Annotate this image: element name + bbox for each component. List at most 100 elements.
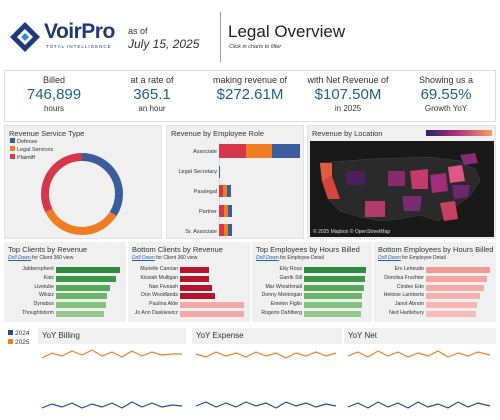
ranking-bar[interactable]	[426, 293, 481, 300]
legend-item-defense[interactable]: Defense	[10, 138, 53, 146]
kpi-label: Billed	[42, 75, 65, 85]
ranking-rows: Jabberspheré Katz Livetube Wikizz Dynabox Tho…	[4, 266, 126, 320]
ranking-rows: Murielle Cannan Kissiah Mulligan Nan Fivea…	[128, 266, 250, 320]
ranking-bar[interactable]	[180, 302, 244, 309]
drill-down-link-text[interactable]: Drill Down	[256, 255, 279, 261]
ranking-bar[interactable]	[180, 275, 210, 282]
donut-slice-plaintiff[interactable]	[41, 153, 123, 235]
ranking-name[interactable]: Heloise Lamberts	[383, 292, 424, 299]
ranking-name[interactable]: Livetube	[34, 283, 54, 290]
ranking-name[interactable]: Rogerio Dahlberg	[261, 310, 302, 316]
drill-down-link[interactable]: Drill Down for Employee Detail	[378, 255, 446, 261]
donut-slice-legal-services[interactable]	[41, 153, 123, 235]
legend-item-2025[interactable]: 2025	[8, 338, 29, 347]
page-subtitle: Click in charts to filter	[229, 44, 282, 50]
kpi-label: Showing us a	[418, 75, 474, 85]
ranking-bar[interactable]	[180, 311, 244, 317]
map-attribution[interactable]: © 2025 Mapbox © OpenStreetMap	[313, 228, 390, 235]
ranking-name[interactable]: Cindee Ede	[396, 283, 424, 290]
ranking-bar[interactable]	[180, 267, 209, 273]
ranking-name[interactable]: Dorolisa Fruchter	[384, 274, 424, 281]
ranking-bar[interactable]	[56, 302, 106, 309]
us-revenue-map[interactable]: © 2025 Mapbox © OpenStreetMap	[310, 141, 494, 237]
drill-down-link[interactable]: Drill Down for Client 360 view	[8, 255, 73, 261]
ranking-bar[interactable]	[180, 293, 216, 300]
yoy-net-lines[interactable]	[344, 344, 496, 416]
ranking-name[interactable]: Jabberspheré	[22, 266, 54, 272]
role-bar-partner[interactable]	[219, 205, 232, 217]
ranking-name[interactable]: Janot Abram	[394, 301, 424, 308]
ranking-name[interactable]: Katz	[43, 274, 54, 281]
drill-down-link-text[interactable]: Drill Down	[8, 255, 31, 261]
ranking-name[interactable]: Mar Wreathmall	[265, 283, 302, 290]
legend-item-plaintiff[interactable]: Plaintiff	[10, 154, 53, 162]
ranking-bar[interactable]	[56, 267, 120, 273]
ranking-name[interactable]: Paulina Alde	[149, 301, 178, 308]
ranking-name[interactable]: Murielle Cannan	[140, 266, 178, 272]
ranking-bar[interactable]	[426, 302, 478, 309]
ranking-bar[interactable]	[304, 284, 364, 291]
ranking-bar[interactable]	[304, 311, 362, 317]
drill-down-link[interactable]: Drill Down for Client 360 view	[132, 255, 197, 261]
panel-title: Revenue by Employee Role	[171, 129, 264, 138]
ranking-bar[interactable]	[304, 267, 366, 273]
ranking-name[interactable]: Emelen Figlin	[270, 301, 302, 308]
ranking-name[interactable]: Ned Hartlebury	[389, 310, 424, 316]
legend-item-legal-services[interactable]: Legal Services	[10, 146, 53, 154]
ranking-bar[interactable]	[56, 293, 108, 300]
legend-label: Defense	[17, 139, 38, 145]
ranking-name[interactable]: Wikizz	[39, 292, 54, 299]
top-clients-panel: Top Clients by Revenue Drill Down for Cl…	[4, 242, 126, 322]
role-bar-associate[interactable]	[219, 144, 300, 158]
service-donut-chart[interactable]	[37, 150, 127, 238]
ranking-name[interactable]: Nan Fiveash	[148, 283, 178, 290]
ranking-name[interactable]: Garrik Sill	[279, 274, 302, 281]
role-label-legal-secretary: Legal Secretary	[178, 169, 217, 175]
ranking-name[interactable]: Donny Meiningan	[261, 292, 302, 299]
kpi-sub: an hour	[138, 104, 166, 113]
yoy-expense-chart[interactable]: YoY Expense	[192, 326, 342, 418]
ranking-name[interactable]: Don Woodlands	[141, 292, 178, 299]
legend-item-2024[interactable]: 2024	[8, 329, 29, 338]
yoy-net-chart[interactable]: YoY Net	[344, 326, 496, 418]
as-of-label: as of	[128, 26, 148, 36]
role-bar-sr-associate[interactable]	[219, 224, 232, 236]
role-label-paralegal: Paralegal	[193, 189, 217, 195]
ranking-bar[interactable]	[426, 284, 484, 291]
legend-label: 2024	[15, 330, 30, 337]
ranking-name[interactable]: Etty Rous	[279, 266, 303, 272]
drill-down-link-text[interactable]: Drill Down	[378, 255, 401, 261]
ranking-bar[interactable]	[56, 284, 110, 291]
service-type-panel: Revenue Service Type Defense Legal Servi…	[4, 125, 162, 239]
ranking-bar[interactable]	[56, 311, 104, 317]
as-of-date: July 15, 2025	[128, 37, 200, 51]
drill-down-link[interactable]: Drill Down for Employee Detail	[256, 255, 324, 261]
role-label-partner: Partner	[198, 209, 217, 215]
ranking-bar[interactable]	[56, 275, 116, 282]
ranking-bar[interactable]	[304, 302, 362, 309]
role-bar-legal-secretary[interactable]	[219, 166, 220, 178]
role-bar-paralegal[interactable]	[219, 185, 231, 197]
ranking-bar[interactable]	[426, 267, 490, 273]
yoy-billing-lines[interactable]	[38, 344, 186, 416]
role-stacked-bar-chart[interactable]	[219, 142, 303, 238]
ranking-bar[interactable]	[304, 293, 363, 300]
ranking-bar[interactable]	[426, 275, 487, 282]
panel-title: Revenue by Location	[312, 129, 383, 138]
drill-down-link-text[interactable]: Drill Down	[132, 255, 155, 261]
ranking-name[interactable]: Erv Leheude	[394, 266, 424, 272]
panel-title: Bottom Employees by Hours Billed	[378, 245, 494, 254]
kpi-value: 69.55%	[420, 86, 472, 103]
ranking-name[interactable]: Thoughtstorm	[21, 310, 54, 316]
ranking-bar[interactable]	[180, 284, 212, 291]
voirpro-logo-icon	[10, 22, 40, 52]
drill-down-desc: for Client 360 view	[32, 255, 74, 261]
ranking-name[interactable]: Kissiah Mulligan	[140, 274, 178, 281]
ranking-bar[interactable]	[426, 311, 476, 317]
ranking-name[interactable]: Jo Ann Daskiewicz	[134, 310, 178, 316]
kpi-label: at a rate of	[130, 75, 174, 85]
yoy-billing-chart[interactable]: YoY Billing	[38, 326, 186, 418]
yoy-expense-lines[interactable]	[192, 344, 342, 416]
ranking-bar[interactable]	[304, 275, 365, 282]
ranking-name[interactable]: Dynabox	[33, 301, 54, 308]
